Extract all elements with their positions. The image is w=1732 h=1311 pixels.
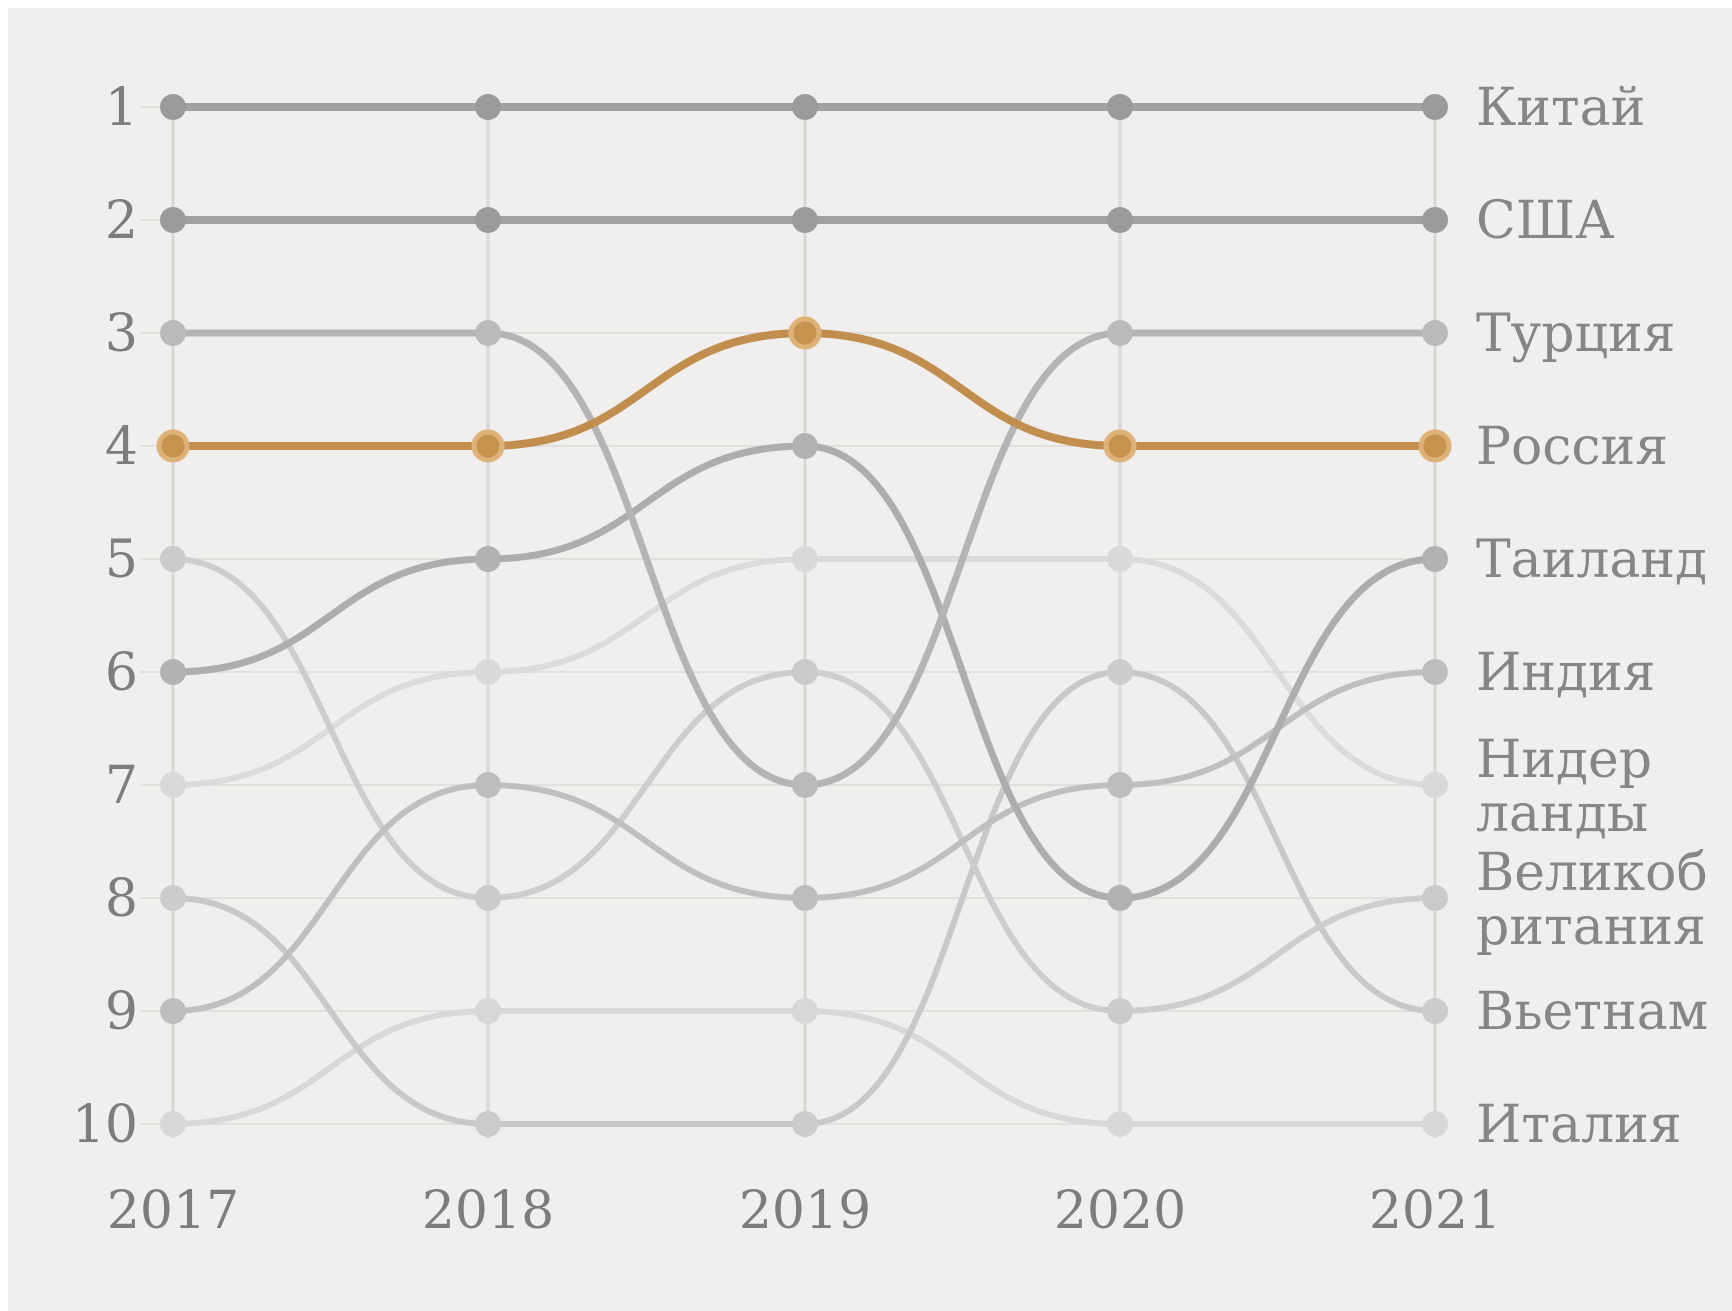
- series-dot-netherlands-2019: [792, 546, 818, 572]
- series-dot-china-2018: [475, 94, 501, 120]
- year-label: 2020: [1054, 1181, 1186, 1241]
- series-dot-india-2017: [160, 998, 186, 1024]
- series-dot-russia-2019: [788, 316, 822, 350]
- series-dot-china-2020: [1107, 94, 1133, 120]
- series-dot-vietnam-2018: [475, 1111, 501, 1137]
- country-label-italy: Италия: [1476, 1095, 1682, 1155]
- chart-background: [8, 8, 1732, 1311]
- country-label-vietnam: Вьетнам: [1476, 982, 1708, 1042]
- rank-tick-label: 6: [105, 643, 138, 703]
- series-dot-netherlands-2021: [1422, 772, 1448, 798]
- country-label-china: Китай: [1476, 78, 1645, 138]
- series-dot-russia-2018: [471, 429, 505, 463]
- series-line-thailand: [169, 442, 1439, 902]
- rank-tick-label: 9: [105, 982, 138, 1042]
- series-dot-thailand-2020: [1107, 885, 1133, 911]
- series-dot-usa-2017: [160, 207, 186, 233]
- series-dot-uk-2017: [160, 546, 186, 572]
- series-dot-turkey-2021: [1422, 320, 1448, 346]
- series-dot-netherlands-2018: [475, 659, 501, 685]
- series-dot-turkey-2017: [160, 320, 186, 346]
- series-dot-china-2019: [792, 94, 818, 120]
- series-dot-italy-2021: [1422, 1111, 1448, 1137]
- rank-tick-label: 5: [105, 530, 138, 590]
- series-dot-india-2021: [1422, 659, 1448, 685]
- series-dot-usa-2020: [1107, 207, 1133, 233]
- country-label-netherlands: Нидер ланды: [1476, 730, 1652, 844]
- country-label-turkey: Турция: [1476, 304, 1675, 364]
- series-dot-netherlands-2020: [1107, 546, 1133, 572]
- country-label-india: Индия: [1476, 643, 1656, 703]
- series-dot-india-2019: [792, 885, 818, 911]
- rank-tick-label: 4: [105, 417, 138, 477]
- series-dot-turkey-2018: [475, 320, 501, 346]
- series-dot-russia-2017: [156, 429, 190, 463]
- series-dot-italy-2017: [160, 1111, 186, 1137]
- country-label-thailand: Таиланд: [1476, 530, 1707, 590]
- year-label: 2017: [107, 1181, 239, 1241]
- series-dot-india-2020: [1107, 772, 1133, 798]
- series-dot-china-2021: [1422, 94, 1448, 120]
- rank-tick-label: 10: [72, 1095, 138, 1155]
- rank-tick-label: 2: [105, 191, 138, 251]
- series-dot-uk-2021: [1422, 885, 1448, 911]
- series-dot-turkey-2020: [1107, 320, 1133, 346]
- series-dot-vietnam-2017: [160, 885, 186, 911]
- series-dot-turkey-2019: [792, 772, 818, 798]
- series-line-vietnam: [170, 668, 1438, 1128]
- rank-tick-label: 8: [105, 869, 138, 929]
- series-dot-vietnam-2021: [1422, 998, 1448, 1024]
- rank-tick-label: 3: [105, 304, 138, 364]
- series-dot-usa-2018: [475, 207, 501, 233]
- series-dot-usa-2021: [1422, 207, 1448, 233]
- series-dot-italy-2018: [475, 998, 501, 1024]
- series-dot-italy-2019: [792, 998, 818, 1024]
- series-dot-vietnam-2020: [1107, 659, 1133, 685]
- series-dot-usa-2019: [792, 207, 818, 233]
- series-dot-russia-2021: [1418, 429, 1452, 463]
- series-dot-china-2017: [160, 94, 186, 120]
- year-label: 2021: [1369, 1181, 1501, 1241]
- series-dot-uk-2019: [792, 659, 818, 685]
- series-dot-thailand-2019: [792, 433, 818, 459]
- series-dot-thailand-2021: [1422, 546, 1448, 572]
- series-dot-thailand-2017: [160, 659, 186, 685]
- series-dot-vietnam-2019: [792, 1111, 818, 1137]
- country-label-russia: Россия: [1476, 417, 1668, 477]
- series-dot-netherlands-2017: [160, 772, 186, 798]
- country-label-usa: США: [1476, 191, 1615, 251]
- series-dot-uk-2018: [475, 885, 501, 911]
- rank-tick-label: 1: [105, 78, 138, 138]
- series-dot-india-2018: [475, 772, 501, 798]
- rank-tick-label: 7: [105, 756, 138, 816]
- series-dot-uk-2020: [1107, 998, 1133, 1024]
- series-dot-russia-2020: [1103, 429, 1137, 463]
- year-label: 2019: [739, 1181, 871, 1241]
- series-dot-italy-2020: [1107, 1111, 1133, 1137]
- year-label: 2018: [422, 1181, 554, 1241]
- country-label-uk: Великоб ритания: [1476, 843, 1708, 957]
- series-dot-thailand-2018: [475, 546, 501, 572]
